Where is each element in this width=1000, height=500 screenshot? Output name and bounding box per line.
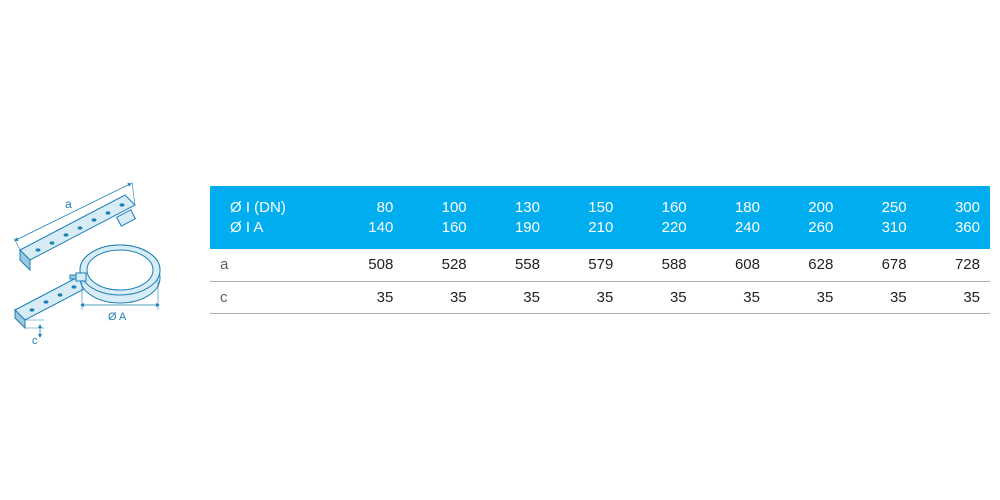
data-cell: 579 xyxy=(550,249,623,281)
header-col: 300360 xyxy=(917,186,990,249)
header-col: 80140 xyxy=(330,186,403,249)
data-cell: 35 xyxy=(330,281,403,314)
header-label-ia: Ø I A xyxy=(230,219,263,236)
data-cell: 35 xyxy=(697,281,770,314)
spec-table-area: Ø I (DN) Ø I A 80140 100160 130190 15021… xyxy=(210,186,990,314)
row-label: a xyxy=(210,249,330,281)
data-row: a 508 528 558 579 588 608 628 678 728 xyxy=(210,249,990,281)
dimension-a: a xyxy=(14,182,135,250)
row-label: c xyxy=(210,281,330,314)
data-cell: 35 xyxy=(477,281,550,314)
data-cell: 628 xyxy=(770,249,843,281)
data-cell: 35 xyxy=(550,281,623,314)
header-row: Ø I (DN) Ø I A 80140 100160 130190 15021… xyxy=(210,186,990,249)
data-cell: 558 xyxy=(477,249,550,281)
dim-label-c: c xyxy=(32,335,38,347)
header-col: 250310 xyxy=(843,186,916,249)
data-cell: 35 xyxy=(623,281,696,314)
header-label-dn: Ø I (DN) xyxy=(230,199,286,216)
header-label-cell: Ø I (DN) Ø I A xyxy=(210,186,330,249)
header-col: 200260 xyxy=(770,186,843,249)
data-cell: 35 xyxy=(403,281,476,314)
header-col: 130190 xyxy=(477,186,550,249)
data-cell: 728 xyxy=(917,249,990,281)
data-cell: 528 xyxy=(403,249,476,281)
data-cell: 678 xyxy=(843,249,916,281)
header-col: 160220 xyxy=(623,186,696,249)
header-col: 150210 xyxy=(550,186,623,249)
data-cell: 608 xyxy=(697,249,770,281)
data-cell: 508 xyxy=(330,249,403,281)
data-cell: 35 xyxy=(917,281,990,314)
dim-label-dia: Ø A xyxy=(108,311,127,323)
data-cell: 35 xyxy=(843,281,916,314)
spec-table: Ø I (DN) Ø I A 80140 100160 130190 15021… xyxy=(210,186,990,314)
header-col: 180240 xyxy=(697,186,770,249)
data-row: c 35 35 35 35 35 35 35 35 35 xyxy=(210,281,990,314)
data-cell: 35 xyxy=(770,281,843,314)
dim-label-a: a xyxy=(65,197,72,211)
dimension-c: c xyxy=(25,320,44,347)
data-cell: 588 xyxy=(623,249,696,281)
header-col: 100160 xyxy=(403,186,476,249)
technical-diagram: a c Ø A xyxy=(10,150,200,350)
